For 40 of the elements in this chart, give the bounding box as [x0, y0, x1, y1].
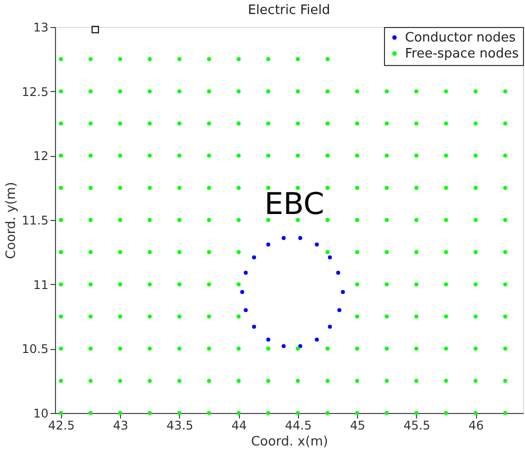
point: [92, 26, 99, 34]
point: [240, 290, 244, 294]
x-tick-label: 43.5: [166, 418, 194, 432]
point: [282, 236, 286, 240]
point: [340, 290, 345, 294]
x-tick-label: 43: [113, 418, 128, 432]
y-tick-label: 10: [33, 406, 48, 420]
point: [328, 255, 332, 260]
point: [252, 324, 256, 329]
x-tick-label: 45: [350, 418, 366, 432]
y-tick-label: 12: [33, 149, 48, 164]
x-tick-label: 46: [468, 418, 484, 432]
point: [252, 255, 256, 260]
point: [266, 338, 270, 342]
point: [314, 242, 319, 246]
y-tick-label: 12.5: [22, 84, 48, 99]
x-axis-title: Coord. x(m): [250, 434, 328, 450]
annotation: EBC: [264, 187, 324, 222]
chart-title: Electric Field: [248, 3, 330, 18]
x-tick-label: 44: [232, 418, 247, 432]
point: [314, 338, 319, 342]
y-tick-label: 10.5: [22, 342, 48, 356]
x-tick-label: 45.5: [404, 418, 430, 432]
point: [328, 324, 332, 329]
point: [244, 308, 248, 312]
y-tick-label: 11.5: [22, 214, 48, 228]
legend-label: Free-space nodes: [405, 46, 519, 62]
point: [266, 242, 270, 246]
y-tick-label: 11: [33, 278, 48, 292]
point: [244, 270, 248, 275]
x-tick-label: 42.5: [48, 418, 75, 432]
point: [298, 236, 302, 240]
point: [336, 270, 340, 275]
y-tick-label: 13: [33, 20, 48, 34]
legend-label: Conductor nodes: [405, 30, 516, 46]
point: [282, 344, 286, 348]
point: [298, 344, 302, 348]
point: [337, 308, 342, 312]
y-axis-title: Coord. y(m): [4, 182, 19, 260]
x-tick-label: 44.5: [285, 418, 312, 432]
